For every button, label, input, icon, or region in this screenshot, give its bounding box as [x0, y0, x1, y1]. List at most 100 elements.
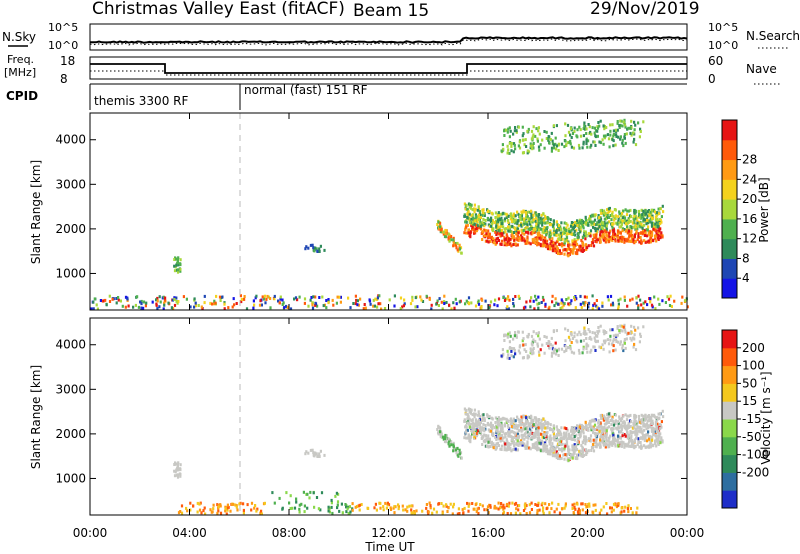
power-cell — [468, 203, 472, 206]
velocity-cell — [510, 354, 513, 358]
velocity-cell — [327, 505, 330, 509]
power-cell — [555, 228, 558, 232]
power-cell — [544, 302, 547, 306]
velocity-cell — [578, 330, 581, 334]
power-cell — [620, 214, 623, 218]
power-cell — [545, 130, 548, 134]
power-cell — [99, 299, 102, 302]
power-cell — [544, 214, 547, 218]
velocity-cell — [263, 501, 266, 505]
power-cell — [525, 216, 528, 220]
power-cell — [493, 221, 496, 225]
power-cell — [543, 228, 546, 232]
velocity-cell — [203, 506, 206, 510]
power-cell — [532, 133, 535, 137]
velocity-cell — [351, 502, 354, 506]
power-cell — [444, 228, 447, 232]
velocity-cell — [196, 501, 199, 505]
velocity-cell — [548, 442, 551, 446]
power-cell — [443, 302, 446, 305]
power-cell — [570, 228, 573, 232]
power-cell — [608, 235, 611, 239]
power-cell — [501, 233, 504, 237]
velocity-cell — [592, 503, 595, 507]
power-cell — [634, 225, 637, 229]
velocity-cell — [566, 346, 569, 350]
velocity-cell — [542, 511, 545, 515]
power-cell — [597, 214, 600, 217]
y-tick-label: 3000 — [55, 177, 86, 191]
power-cell — [132, 305, 135, 309]
power-cell — [646, 214, 649, 218]
power-cell — [252, 299, 255, 303]
velocity-cell — [445, 504, 448, 508]
velocity-cell — [634, 445, 637, 448]
velocity-cell — [507, 504, 510, 508]
velocity-cell — [477, 418, 480, 422]
velocity-cell — [224, 507, 227, 511]
power-cell — [598, 140, 601, 144]
date-label: 29/Nov/2019 — [590, 0, 700, 19]
velocity-cell — [621, 346, 624, 350]
power-cell — [598, 219, 602, 223]
velocity-cell — [514, 331, 517, 334]
velocity-cell — [595, 435, 598, 439]
velocity-cell — [622, 325, 625, 329]
velocity-cell — [596, 339, 599, 343]
power-cell — [595, 236, 598, 240]
power-cell — [532, 213, 535, 217]
velocity-cell — [393, 511, 396, 515]
velocity-cell — [513, 334, 516, 338]
power-cell — [640, 231, 643, 235]
velocity-cell — [477, 511, 480, 515]
power-cell — [573, 298, 577, 302]
power-cell — [600, 228, 603, 232]
velocity-cell — [495, 432, 499, 436]
velocity-cell — [393, 505, 396, 509]
velocity-cell — [572, 351, 576, 355]
velocity-cell — [445, 440, 448, 444]
power-cell — [537, 306, 540, 310]
power-cell — [627, 229, 631, 233]
power-cell — [633, 218, 636, 222]
power-cell — [507, 148, 510, 152]
power-cell — [613, 235, 616, 239]
velocity-cell — [600, 435, 603, 439]
velocity-cell — [410, 508, 413, 512]
velocity-cell — [623, 338, 626, 341]
power-cell — [565, 226, 568, 230]
velocity-cell — [609, 328, 612, 332]
power-cell — [646, 210, 649, 214]
velocity-cell — [525, 418, 528, 422]
velocity-cell — [554, 446, 557, 450]
power-cell — [500, 243, 503, 246]
velocity-cell — [242, 508, 245, 512]
y-tick-label: 4000 — [55, 338, 86, 352]
power-cell — [661, 299, 664, 303]
power-cell — [503, 235, 506, 239]
power-cell — [568, 243, 571, 247]
power-cell — [585, 295, 588, 299]
power-cell — [543, 231, 546, 235]
velocity-cell — [595, 442, 598, 446]
velocity-cell — [617, 503, 620, 507]
velocity-cell — [657, 443, 660, 446]
velocity-cell — [468, 410, 471, 414]
velocity-cell — [616, 326, 619, 330]
velocity-cell — [654, 420, 657, 424]
cpid-segment-2: normal (fast) 151 RF — [244, 83, 368, 97]
power-cell — [574, 295, 577, 298]
velocity-cell — [580, 423, 583, 427]
velocity-cell — [574, 438, 577, 442]
power-cell — [537, 213, 541, 216]
power-cell — [644, 231, 647, 235]
power-cell — [491, 219, 494, 223]
power-cell — [541, 295, 545, 299]
power-cell — [648, 213, 651, 217]
velocity-cell — [497, 444, 500, 447]
velocity-cell — [315, 452, 318, 456]
velocity-cell — [499, 430, 502, 434]
velocity-cell — [511, 429, 514, 433]
freq-unit: [MHz] — [4, 66, 36, 79]
